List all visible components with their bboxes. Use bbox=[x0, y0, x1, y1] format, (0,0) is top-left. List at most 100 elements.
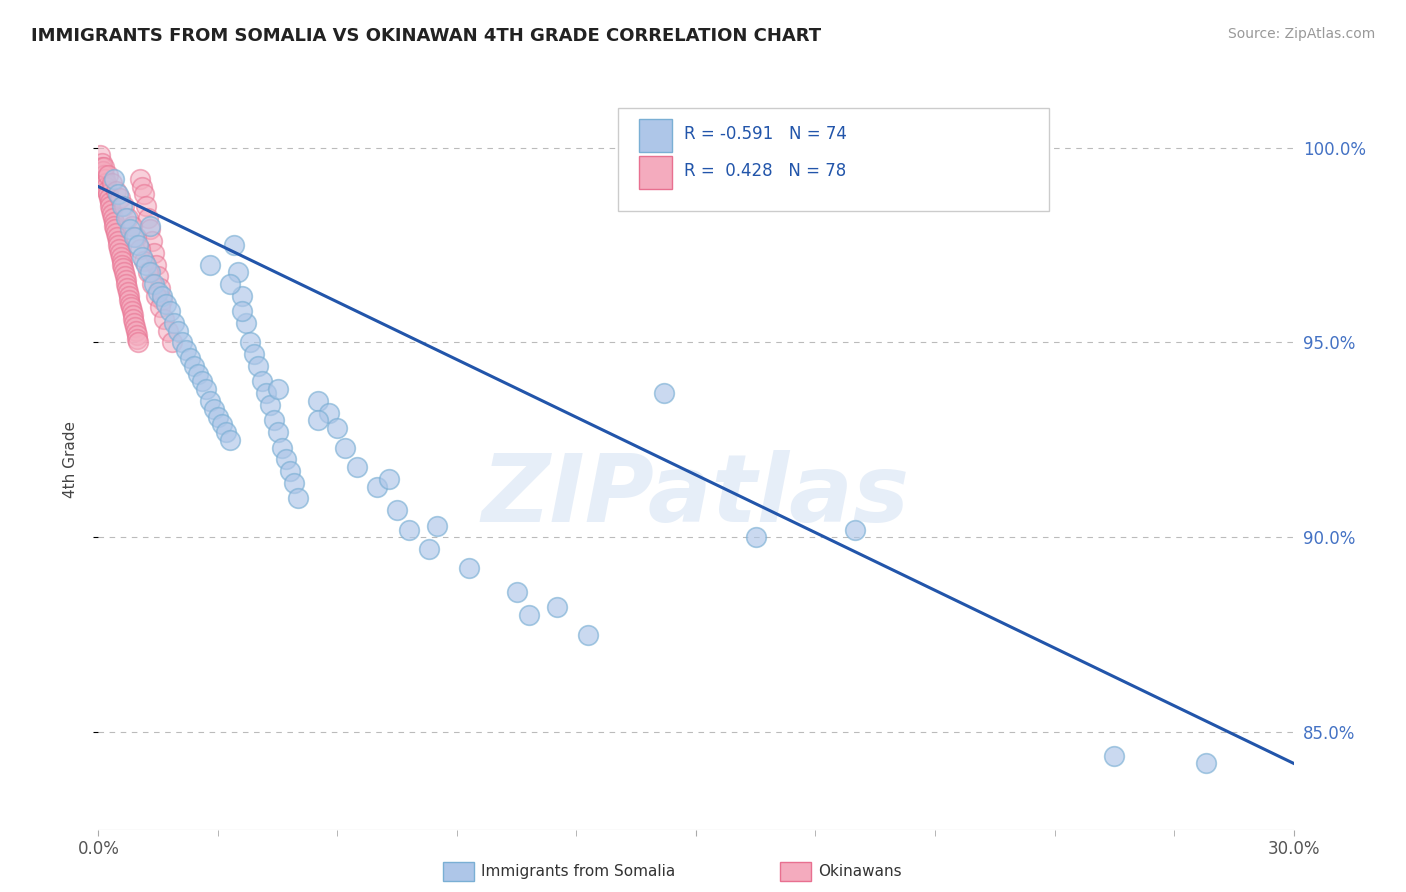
Point bbox=[94, 171, 117, 186]
Point bbox=[111, 258, 134, 272]
Text: Source: ZipAtlas.com: Source: ZipAtlas.com bbox=[1227, 27, 1375, 41]
Point bbox=[250, 375, 273, 389]
Point bbox=[134, 187, 156, 202]
Point bbox=[745, 530, 768, 544]
Text: Immigrants from Somalia: Immigrants from Somalia bbox=[481, 864, 675, 879]
Point bbox=[578, 628, 600, 642]
Point bbox=[231, 289, 253, 303]
Point bbox=[101, 207, 124, 221]
Point bbox=[94, 176, 117, 190]
Point bbox=[222, 238, 245, 252]
Point bbox=[215, 425, 238, 439]
Point bbox=[129, 171, 152, 186]
Point bbox=[283, 475, 305, 490]
Point bbox=[104, 227, 127, 241]
Point bbox=[270, 441, 292, 455]
Point bbox=[160, 335, 183, 350]
Point bbox=[346, 460, 368, 475]
Point bbox=[115, 211, 138, 225]
Point bbox=[163, 316, 186, 330]
Point bbox=[139, 222, 162, 236]
Point bbox=[207, 409, 229, 424]
Point bbox=[117, 211, 139, 225]
Point bbox=[143, 277, 166, 291]
Point bbox=[267, 382, 290, 396]
Point bbox=[96, 179, 118, 194]
Y-axis label: 4th Grade: 4th Grade bbox=[63, 421, 77, 498]
Point bbox=[506, 585, 529, 599]
Point bbox=[149, 281, 172, 295]
Point bbox=[148, 285, 170, 299]
Point bbox=[91, 160, 114, 174]
Point bbox=[125, 324, 148, 338]
Point bbox=[219, 277, 242, 291]
Point bbox=[174, 343, 197, 358]
Point bbox=[96, 184, 118, 198]
Point bbox=[157, 324, 180, 338]
Point bbox=[93, 160, 115, 174]
Text: IMMIGRANTS FROM SOMALIA VS OKINAWAN 4TH GRADE CORRELATION CHART: IMMIGRANTS FROM SOMALIA VS OKINAWAN 4TH … bbox=[31, 27, 821, 45]
Point bbox=[112, 199, 135, 213]
Point bbox=[652, 386, 675, 401]
Point bbox=[263, 413, 285, 427]
Point bbox=[179, 351, 201, 365]
Point bbox=[122, 312, 145, 326]
Point bbox=[326, 421, 349, 435]
Point bbox=[108, 242, 131, 256]
Point bbox=[191, 375, 214, 389]
Point bbox=[110, 253, 132, 268]
Point bbox=[231, 304, 253, 318]
Point bbox=[89, 148, 111, 162]
Point bbox=[143, 245, 166, 260]
Point bbox=[418, 541, 440, 556]
Point bbox=[378, 472, 401, 486]
Point bbox=[307, 413, 329, 427]
Point bbox=[120, 222, 142, 236]
Point bbox=[274, 452, 297, 467]
Point bbox=[125, 230, 148, 244]
Point bbox=[155, 296, 177, 310]
Point bbox=[141, 234, 163, 248]
Point bbox=[110, 191, 132, 205]
Point bbox=[159, 304, 181, 318]
Text: R = -0.591   N = 74: R = -0.591 N = 74 bbox=[685, 125, 846, 143]
Point bbox=[150, 289, 173, 303]
Point bbox=[124, 319, 146, 334]
Point bbox=[517, 608, 540, 623]
Point bbox=[127, 238, 149, 252]
Point bbox=[115, 277, 138, 291]
Point bbox=[198, 258, 221, 272]
Point bbox=[105, 184, 128, 198]
Point bbox=[98, 199, 122, 213]
Point bbox=[105, 230, 128, 244]
Point bbox=[98, 195, 121, 210]
Point bbox=[278, 464, 301, 478]
Point bbox=[101, 176, 124, 190]
Point bbox=[107, 238, 129, 252]
Point bbox=[90, 156, 112, 170]
Point bbox=[107, 187, 129, 202]
Text: ZIPatlas: ZIPatlas bbox=[482, 450, 910, 542]
Point bbox=[149, 301, 172, 315]
Point bbox=[103, 215, 125, 229]
Point bbox=[226, 265, 249, 279]
Point bbox=[135, 199, 157, 213]
Point bbox=[211, 417, 233, 432]
Point bbox=[104, 222, 127, 236]
Point bbox=[127, 332, 149, 346]
Point bbox=[458, 561, 481, 575]
Point bbox=[1104, 748, 1126, 763]
Point bbox=[112, 265, 135, 279]
Point bbox=[366, 480, 388, 494]
Point bbox=[153, 312, 176, 326]
Point bbox=[118, 289, 141, 303]
Point bbox=[145, 258, 167, 272]
Point bbox=[124, 316, 146, 330]
Point bbox=[97, 168, 120, 182]
Point bbox=[202, 401, 225, 416]
Point bbox=[1195, 756, 1218, 771]
Point bbox=[134, 253, 156, 268]
Point bbox=[125, 327, 148, 342]
Point bbox=[129, 242, 152, 256]
Point bbox=[172, 335, 194, 350]
